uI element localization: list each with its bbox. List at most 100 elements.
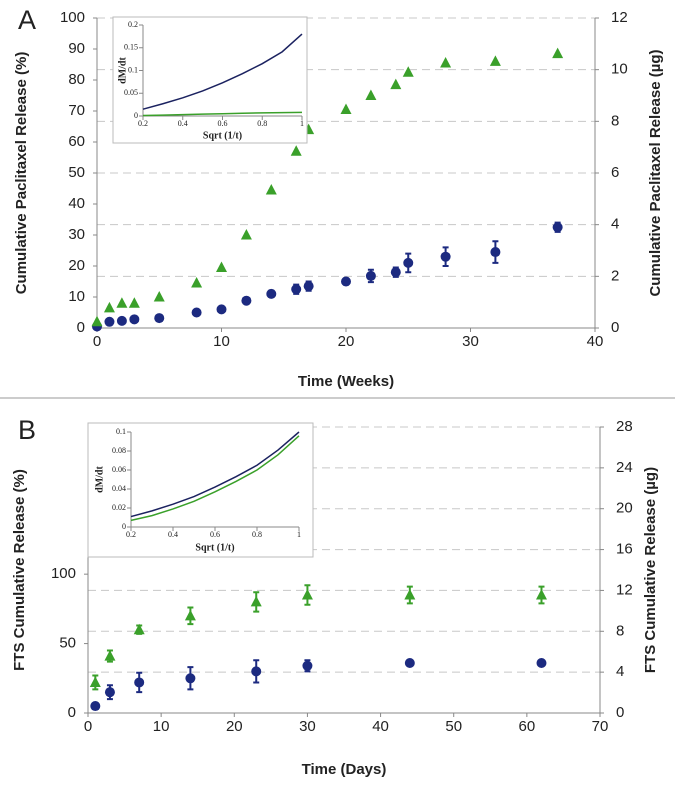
y-tick-label: 50 <box>68 164 85 181</box>
triangle-point <box>250 595 262 607</box>
circle-point <box>341 276 351 287</box>
triangle-point <box>153 291 165 302</box>
line <box>142 111 303 117</box>
circle-point <box>129 314 140 325</box>
circle-point <box>216 304 227 315</box>
y-tick-label: 20 <box>68 257 85 274</box>
circle-point <box>241 295 252 306</box>
x-tick-label: 0.8 <box>257 119 267 128</box>
y2-tick-label: 2 <box>611 267 619 284</box>
circle-point <box>154 313 165 324</box>
y2-axis-title: FTS Cumulative Release (µg) <box>642 467 659 673</box>
triangle-point <box>552 47 564 59</box>
x-tick-label: 30 <box>462 333 479 350</box>
line <box>130 431 300 518</box>
panel-label: B <box>18 415 36 445</box>
x-tick-label: 70 <box>592 718 609 735</box>
y2-tick-label: 0 <box>616 704 624 721</box>
triangle-point <box>184 609 196 621</box>
y-tick-label: 100 <box>60 9 85 26</box>
circle-point <box>440 251 451 262</box>
x-tick-label: 20 <box>226 718 243 735</box>
triangle-point <box>265 184 277 195</box>
y-tick-label: 70 <box>68 102 85 119</box>
y2-tick-label: 8 <box>616 622 624 639</box>
triangle-point <box>103 301 115 313</box>
circle-point <box>90 701 101 712</box>
y-axis-title: dM/dt <box>94 465 105 492</box>
triangle-point <box>240 229 252 240</box>
triangle-point <box>340 103 352 114</box>
circle-point <box>403 257 414 268</box>
y-tick-label: 90 <box>68 40 85 57</box>
x-tick-label: 0 <box>84 718 92 735</box>
circle-point <box>116 315 127 326</box>
circle-point <box>302 660 313 671</box>
circle-point <box>365 270 376 281</box>
y2-axis-title: Cumulative Paclitaxel Release (µg) <box>647 49 664 296</box>
y-tick-label: 0 <box>77 319 85 336</box>
x-tick-label: 0.8 <box>252 530 262 539</box>
triangle-point <box>89 676 101 687</box>
x-tick-label: 0.4 <box>168 530 178 539</box>
x-tick-label: 0.2 <box>126 530 136 539</box>
triangle-point <box>390 78 402 90</box>
y-tick-label: 0.1 <box>128 65 138 74</box>
triangle-point <box>290 145 302 156</box>
x-tick-label: 1 <box>297 530 301 539</box>
x-tick-label: 10 <box>213 333 230 350</box>
y-tick-label: 0.05 <box>124 88 138 97</box>
x-axis-title: Time (Weeks) <box>298 373 394 390</box>
x-axis-title: Sqrt (1/t) <box>195 542 234 553</box>
x-tick-label: 0.6 <box>210 530 220 539</box>
y-tick-label: 50 <box>59 635 76 652</box>
circle-point <box>251 666 262 677</box>
y2-tick-label: 16 <box>616 541 633 558</box>
circle-point <box>303 281 314 292</box>
x-axis-title: Time (Days) <box>302 761 387 778</box>
x-tick-label: 40 <box>587 333 604 350</box>
y2-tick-label: 24 <box>616 459 633 476</box>
triangle-point <box>365 89 377 100</box>
y2-tick-label: 28 <box>616 418 633 435</box>
y2-tick-label: 0 <box>611 319 619 336</box>
circle-point <box>266 288 277 299</box>
inset-box <box>87 422 314 558</box>
y-tick-label: 0 <box>134 111 138 120</box>
x-tick-label: 1 <box>300 119 304 128</box>
circle-point <box>390 267 401 278</box>
x-tick-label: 40 <box>372 718 389 735</box>
triangle-point <box>404 588 416 600</box>
y2-tick-label: 12 <box>616 581 633 598</box>
y2-tick-label: 10 <box>611 61 628 78</box>
x-axis-title: Sqrt (1/t) <box>203 130 242 141</box>
x-tick-label: 0.2 <box>138 119 148 128</box>
triangle-point <box>133 623 145 635</box>
x-tick-label: 0 <box>93 333 101 350</box>
y-tick-label: 40 <box>68 195 85 212</box>
y-axis-title: Cumulative Paclitaxel Release (%) <box>13 52 30 295</box>
x-tick-label: 30 <box>299 718 316 735</box>
circle-point <box>104 687 115 698</box>
y-tick-label: 0 <box>68 704 76 721</box>
y-tick-label: 60 <box>68 133 85 150</box>
y-tick-label: 0 <box>122 522 126 531</box>
triangle-point <box>440 56 452 68</box>
y-tick-label: 0.08 <box>112 446 126 455</box>
triangle-point <box>104 650 116 661</box>
x-tick-label: 50 <box>445 718 462 735</box>
triangle-point <box>216 261 227 273</box>
circle-point <box>291 284 302 295</box>
circle-point <box>134 677 145 688</box>
y2-tick-label: 4 <box>611 216 619 233</box>
y-tick-label: 0.04 <box>112 484 126 493</box>
inset-box <box>112 16 308 144</box>
y-axis-title: FTS Cumulative Release (%) <box>11 469 28 671</box>
triangle-point <box>402 66 414 77</box>
y-tick-label: 0.02 <box>112 503 126 512</box>
y-tick-label: 0.1 <box>116 427 126 436</box>
triangle-point <box>301 588 313 600</box>
circle-point <box>404 658 415 669</box>
y-tick-label: 0.15 <box>124 43 138 52</box>
